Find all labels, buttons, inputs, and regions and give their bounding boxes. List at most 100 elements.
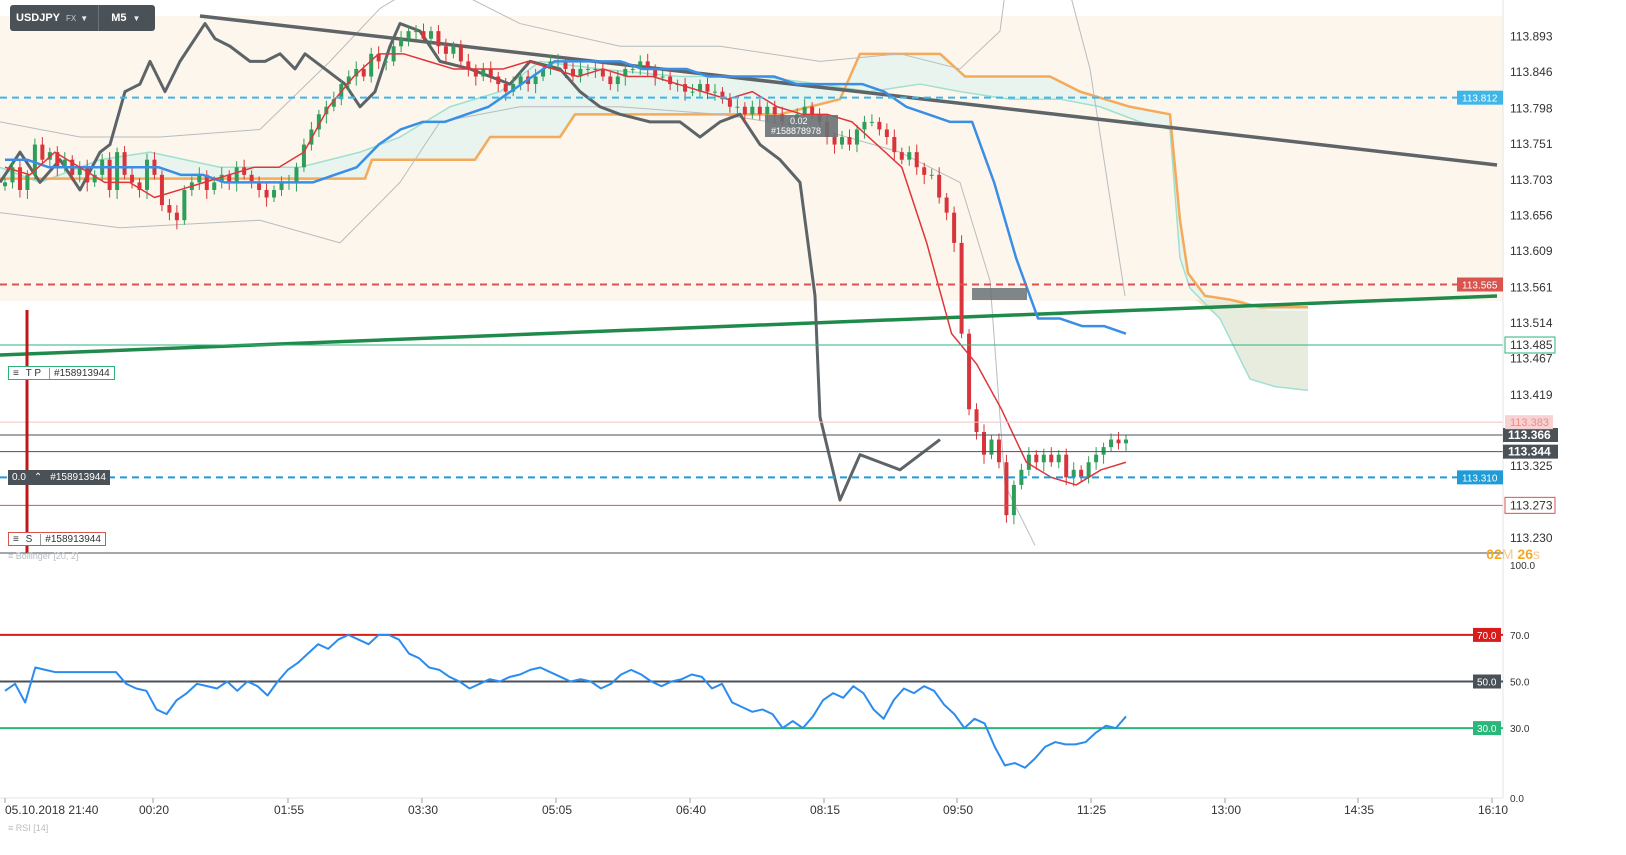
menu-icon[interactable]: ≡ bbox=[8, 823, 14, 833]
countdown-seconds: 26 bbox=[1517, 546, 1533, 562]
price-axis-tick: 113.514 bbox=[1510, 316, 1553, 330]
rsi-axis-tick: 0.0 bbox=[1510, 794, 1524, 805]
candle bbox=[1109, 439, 1114, 448]
chevron-up-icon[interactable]: ⌃ bbox=[33, 472, 43, 483]
candle bbox=[466, 61, 471, 69]
candle bbox=[511, 84, 516, 92]
candle bbox=[914, 152, 919, 168]
candle bbox=[451, 46, 456, 54]
candle bbox=[1011, 484, 1016, 516]
price-axis-tick: 113.325 bbox=[1510, 459, 1553, 473]
chevron-down-icon[interactable]: ▼ bbox=[132, 13, 141, 23]
candle bbox=[62, 159, 67, 168]
candle bbox=[137, 182, 142, 190]
chevron-down-icon[interactable]: ▼ bbox=[80, 13, 89, 23]
candle bbox=[877, 121, 882, 130]
candle bbox=[1086, 462, 1091, 478]
price-tag-bg bbox=[1504, 496, 1556, 514]
candle bbox=[182, 189, 187, 221]
candle bbox=[428, 31, 433, 39]
candle bbox=[1094, 454, 1099, 463]
bollinger-upper-band bbox=[0, 0, 1005, 138]
candle bbox=[354, 68, 359, 77]
candle bbox=[144, 159, 149, 190]
tp-tag: T P bbox=[25, 367, 42, 379]
sl-order-id: #158913944 bbox=[45, 533, 101, 545]
candle bbox=[593, 68, 598, 70]
candle bbox=[40, 144, 45, 160]
price-tag-bg bbox=[1457, 277, 1503, 292]
candle bbox=[488, 68, 493, 77]
candle bbox=[608, 76, 613, 85]
time-axis-label: 13:00 bbox=[1211, 803, 1241, 817]
take-profit-order-label[interactable]: ≡ T P #158913944 bbox=[8, 366, 115, 380]
candle bbox=[55, 152, 60, 168]
candle bbox=[712, 91, 717, 93]
kijun-sen-line bbox=[5, 60, 1127, 335]
menu-icon[interactable]: ≡ bbox=[8, 551, 14, 561]
candle bbox=[384, 61, 389, 63]
stop-loss-order-label[interactable]: ≡ S #158913944 bbox=[8, 532, 106, 546]
symbol-toolbar[interactable]: USDJPY FX ▼ M5 ▼ bbox=[10, 5, 155, 31]
timeframe-label[interactable]: M5 bbox=[111, 12, 127, 24]
candle bbox=[869, 121, 874, 123]
candle bbox=[481, 68, 486, 77]
symbol-label[interactable]: USDJPY bbox=[16, 12, 61, 24]
candle bbox=[1124, 439, 1128, 444]
rsi-axis-tick: 100.0 bbox=[1510, 561, 1535, 572]
pending-order-tag bbox=[765, 115, 838, 137]
candle bbox=[219, 174, 224, 183]
candle bbox=[772, 106, 777, 115]
time-axis-label: 08:15 bbox=[810, 803, 840, 817]
candle bbox=[257, 182, 262, 190]
position-lots: 0.0 bbox=[12, 472, 26, 483]
chikou-span-line bbox=[0, 22, 941, 502]
tenkan-sen-line bbox=[4, 53, 1127, 486]
rsi-indicator-label[interactable]: ≡ RSI [14] bbox=[8, 823, 48, 833]
bollinger-upper-band-end bbox=[1071, 0, 1126, 296]
bollinger-indicator-label[interactable]: ≡ Bollinger [20, 2] bbox=[8, 551, 78, 561]
candle bbox=[735, 106, 740, 108]
candle bbox=[952, 212, 957, 243]
candle bbox=[570, 68, 575, 77]
candle bbox=[331, 99, 336, 107]
rsi-level-tag: 70.0 bbox=[1477, 631, 1497, 642]
pending-order-bg bbox=[765, 115, 838, 137]
menu-icon[interactable]: ≡ T P bbox=[9, 367, 51, 379]
candle bbox=[346, 76, 351, 85]
candle bbox=[272, 189, 277, 198]
candle bbox=[840, 137, 845, 145]
candle bbox=[32, 144, 37, 175]
candle bbox=[742, 106, 747, 115]
candle bbox=[653, 68, 658, 77]
price-axis-tick: 113.467 bbox=[1510, 352, 1553, 366]
countdown-minutes-unit: M bbox=[1501, 546, 1514, 562]
candle bbox=[668, 76, 673, 85]
price-axis-tick: 113.609 bbox=[1510, 244, 1553, 258]
candle bbox=[884, 129, 889, 138]
candle bbox=[727, 99, 732, 107]
candle bbox=[533, 76, 538, 85]
candle bbox=[249, 174, 254, 183]
rsi-line bbox=[4, 633, 1127, 769]
candle bbox=[167, 205, 172, 213]
menu-icon[interactable]: ≡ S bbox=[9, 533, 42, 545]
kumo-shade-background bbox=[0, 16, 1503, 301]
price-tag-bid: 113.344 bbox=[1508, 445, 1551, 459]
candle bbox=[929, 174, 934, 176]
candle bbox=[1056, 454, 1061, 463]
position-label[interactable]: 0.0 ⌃ #158913944 bbox=[8, 470, 110, 485]
candle bbox=[810, 106, 815, 115]
candle bbox=[85, 167, 90, 183]
candle bbox=[645, 61, 650, 69]
candle bbox=[585, 68, 590, 70]
time-axis-label: 05:05 bbox=[542, 803, 572, 817]
pending-order-bg-2 bbox=[972, 288, 1027, 300]
candle bbox=[600, 68, 605, 77]
instrument-type: FX bbox=[66, 13, 77, 23]
bar-countdown: 02M 26s bbox=[1486, 546, 1540, 562]
candle bbox=[922, 167, 927, 175]
candle bbox=[847, 137, 852, 145]
candle bbox=[937, 174, 942, 198]
